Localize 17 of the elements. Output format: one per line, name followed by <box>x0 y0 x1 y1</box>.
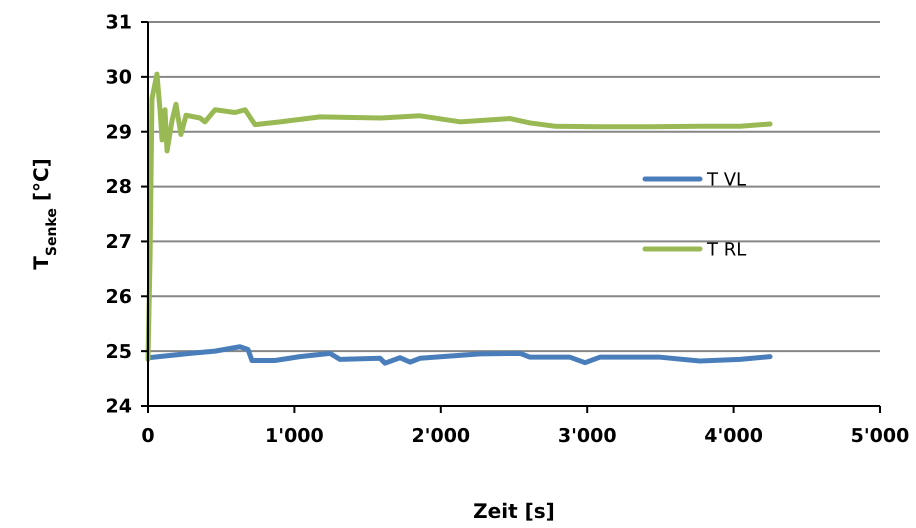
y-tick-label: 29 <box>106 121 132 144</box>
x-tick-label: 5'000 <box>850 425 910 447</box>
y-tick-label: 26 <box>106 286 132 308</box>
legend-label: T RL <box>706 239 746 260</box>
x-axis-title: Zeit [s] <box>473 499 555 523</box>
y-tick-label: 31 <box>106 12 132 34</box>
x-tick-label: 4'000 <box>704 425 763 447</box>
legend-label: T VL <box>706 169 746 190</box>
y-tick-label: 30 <box>106 66 132 89</box>
y-tick-label: 25 <box>106 340 132 363</box>
x-tick-label: 3'000 <box>558 425 617 447</box>
y-tick-label: 28 <box>106 176 132 198</box>
x-tick-label: 2'000 <box>411 425 470 447</box>
x-tick-label: 0 <box>141 425 155 447</box>
x-tick-label: 1'000 <box>265 425 324 447</box>
y-tick-label: 24 <box>106 396 132 418</box>
y-tick-label: 27 <box>106 231 132 254</box>
